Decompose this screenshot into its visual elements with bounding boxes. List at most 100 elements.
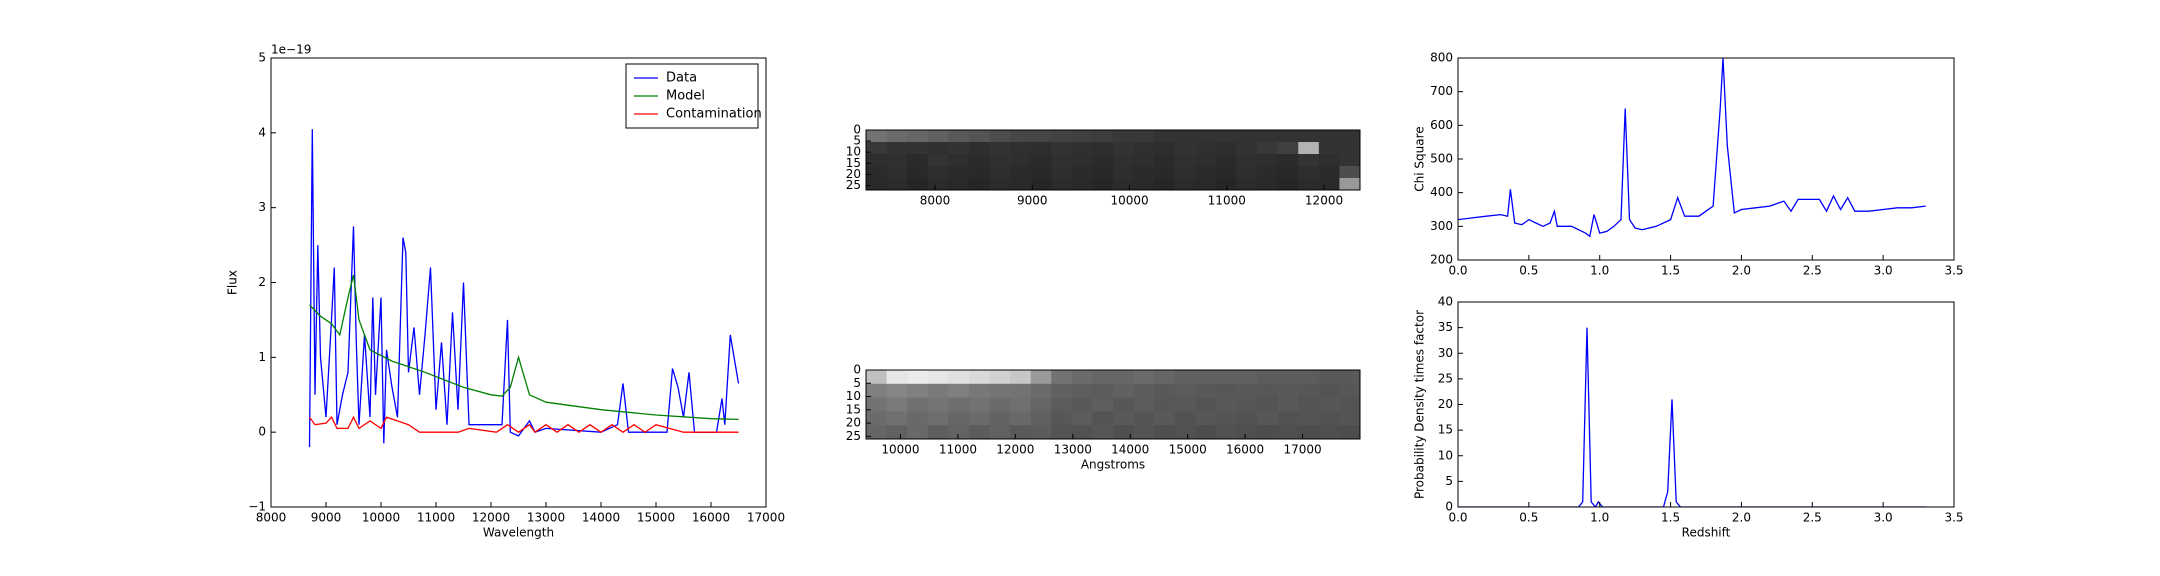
pixel (1318, 411, 1340, 426)
x-axis-label: Wavelength (483, 526, 554, 540)
pixel (1236, 154, 1258, 167)
y-axis-label: Chi Square (1413, 126, 1427, 191)
pixel (1195, 178, 1217, 191)
pixel (1092, 397, 1114, 412)
y-axis-label: Flux (226, 270, 240, 295)
pixel (1195, 166, 1217, 179)
pixel (927, 411, 949, 426)
y-tick-label: 2 (258, 275, 266, 289)
y-tick-label: 0 (853, 363, 861, 377)
pixel (1195, 142, 1217, 155)
pixel (886, 411, 908, 426)
pixel (1195, 397, 1217, 412)
pixel (1339, 383, 1361, 399)
pixel (948, 370, 970, 385)
pixel (1298, 166, 1320, 179)
pixel (1071, 178, 1093, 191)
pixel (1154, 425, 1176, 440)
y-tick-label: 20 (846, 416, 861, 430)
pixel (1071, 130, 1093, 143)
pixel (1071, 425, 1093, 440)
pixel (907, 425, 929, 440)
axes-frame (1457, 57, 1955, 261)
pixel (1092, 130, 1114, 143)
x-tick-label: 15000 (1169, 443, 1207, 457)
pixel (1339, 425, 1361, 440)
pixel (1113, 397, 1135, 412)
x-tick-label: 10000 (362, 511, 400, 525)
pixel (1174, 425, 1196, 440)
pixel (1071, 411, 1093, 426)
pixel (1051, 411, 1073, 426)
y-tick-label: 40 (1438, 295, 1453, 309)
y-tick-label: 20 (846, 167, 861, 181)
pixel (1113, 178, 1135, 191)
pixel (989, 397, 1011, 412)
pixel (968, 425, 990, 440)
y-tick-label: 600 (1430, 118, 1453, 132)
pixel (1277, 370, 1299, 385)
series-line (1458, 58, 1926, 238)
y-tick-label: 200 (1430, 253, 1453, 267)
y-tick-label: 25 (846, 178, 861, 192)
x-tick-label: 13000 (1054, 443, 1092, 457)
legend-label: Contamination (666, 107, 762, 122)
pixel (1113, 370, 1135, 385)
pixel (1339, 166, 1361, 179)
pixel (1277, 142, 1299, 155)
series-line (309, 274, 739, 421)
pixel (1298, 142, 1320, 155)
pixel (1174, 411, 1196, 426)
pixel (948, 425, 970, 440)
y-tick-label: 10 (846, 145, 861, 159)
pixel (1030, 142, 1052, 155)
pixel (1113, 142, 1135, 155)
pixel (1339, 154, 1361, 167)
x-tick-label: 0.5 (1519, 511, 1538, 525)
pixel (886, 425, 908, 440)
pixel (907, 166, 929, 179)
pixel (1318, 154, 1340, 167)
pixel (1257, 130, 1279, 143)
pixel (1195, 383, 1217, 399)
pixel (1257, 411, 1279, 426)
pixel (1113, 154, 1135, 167)
x-tick-label: 16000 (1226, 443, 1264, 457)
pixel (1051, 425, 1073, 440)
x-tick-label: 3.5 (1944, 511, 1963, 525)
axes-frame (865, 129, 1361, 191)
pixel (1010, 411, 1032, 426)
y-tick-label: 700 (1430, 84, 1453, 98)
pixel (1257, 370, 1279, 385)
pixel (927, 397, 949, 412)
pixel (907, 178, 929, 191)
pixel (948, 383, 970, 399)
y-tick-label: 0 (258, 425, 266, 439)
pixel (1339, 178, 1361, 191)
pixel (927, 142, 949, 155)
pixel (1236, 397, 1258, 412)
pixel (1133, 142, 1155, 155)
pixel (1298, 411, 1320, 426)
pixel (1236, 370, 1258, 385)
pixel (907, 154, 929, 167)
pixel (1174, 142, 1196, 155)
pixel (1277, 425, 1299, 440)
pixel (1318, 142, 1340, 155)
pixel (968, 178, 990, 191)
pixel (1092, 411, 1114, 426)
pixel (1133, 166, 1155, 179)
pixel (886, 397, 908, 412)
series-line (308, 415, 739, 434)
pixel (886, 178, 908, 191)
pixel (866, 178, 888, 191)
pixel (1113, 411, 1135, 426)
y-tick-label: 25 (1438, 371, 1453, 385)
x-tick-label: 0.0 (1448, 264, 1467, 278)
pixel (989, 425, 1011, 440)
pixel (989, 178, 1011, 191)
x-tick-label: 0.5 (1519, 264, 1538, 278)
pixel (1010, 166, 1032, 179)
x-tick-label: 2.5 (1803, 511, 1822, 525)
pixel (948, 397, 970, 412)
